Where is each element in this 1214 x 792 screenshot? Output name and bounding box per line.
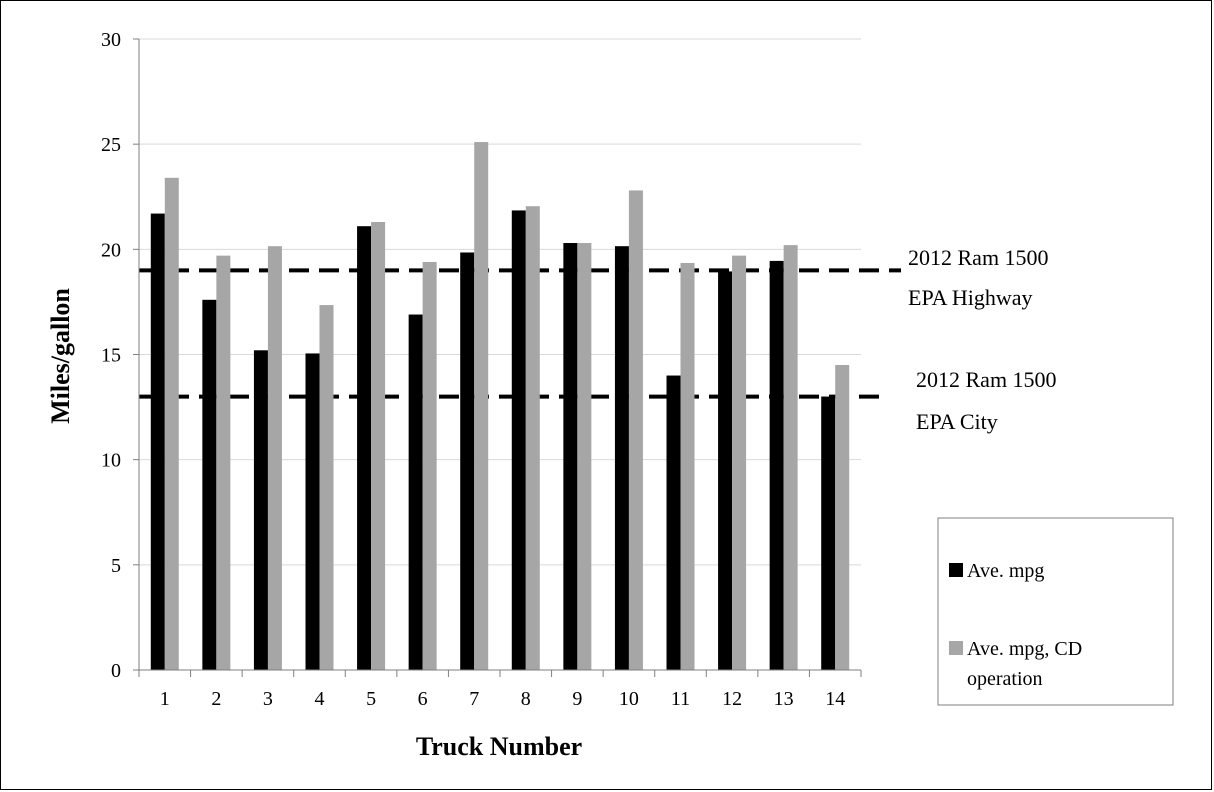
bar bbox=[202, 299, 217, 670]
bar bbox=[460, 252, 475, 670]
city-note-line2: EPA City bbox=[916, 409, 998, 434]
legend: Ave. mpg Ave. mpg, CD operation bbox=[937, 517, 1174, 706]
bar bbox=[511, 210, 526, 670]
city-note-line1: 2012 Ram 1500 bbox=[916, 367, 1057, 392]
x-tick-label: 11 bbox=[671, 688, 690, 710]
x-tick-label: 5 bbox=[366, 688, 376, 710]
x-tick-label: 2 bbox=[211, 688, 221, 710]
x-tick-label: 7 bbox=[469, 688, 479, 710]
bar bbox=[474, 142, 489, 670]
y-tick-label: 0 bbox=[111, 660, 121, 682]
bar bbox=[319, 305, 334, 670]
bar bbox=[718, 271, 733, 670]
y-tick-label: 30 bbox=[101, 29, 121, 51]
bar bbox=[305, 353, 320, 670]
highway-note-line1: 2012 Ram 1500 bbox=[908, 245, 1049, 270]
axes bbox=[133, 38, 862, 677]
legend-swatch-ave-mpg bbox=[949, 563, 963, 577]
y-tick-label: 15 bbox=[101, 345, 121, 367]
bar bbox=[357, 226, 372, 671]
bar bbox=[680, 263, 695, 670]
legend-swatch-ave-mpg-cd bbox=[949, 641, 963, 655]
x-tick-label: 12 bbox=[722, 688, 742, 710]
x-tick-label: 1 bbox=[160, 688, 170, 710]
x-tick-labels: 1 2 3 4 5 6 7 8 9 10 11 12 13 14 bbox=[160, 688, 845, 710]
bars bbox=[150, 142, 850, 671]
x-tick-label: 3 bbox=[263, 688, 273, 710]
legend-label-ave-mpg-cd-line2: operation bbox=[967, 668, 1043, 690]
bar bbox=[577, 243, 592, 671]
y-tick-label: 20 bbox=[101, 239, 121, 261]
y-tick-labels: 0 5 10 15 20 25 30 bbox=[101, 29, 121, 682]
y-tick-label: 25 bbox=[101, 134, 121, 156]
bar bbox=[614, 246, 629, 670]
x-tick-label: 6 bbox=[418, 688, 428, 710]
bar bbox=[150, 213, 165, 670]
bar bbox=[164, 177, 179, 670]
bar bbox=[371, 221, 386, 671]
bar bbox=[835, 365, 850, 670]
bar bbox=[408, 314, 423, 670]
bar bbox=[628, 190, 643, 670]
x-tick-label: 14 bbox=[825, 688, 845, 710]
x-tick-label: 4 bbox=[315, 688, 325, 710]
bar bbox=[216, 255, 231, 671]
legend-label-ave-mpg-cd-line1: Ave. mpg, CD bbox=[967, 638, 1082, 660]
bar bbox=[563, 243, 578, 671]
x-tick-label: 8 bbox=[521, 688, 531, 710]
bar bbox=[666, 375, 681, 670]
gridlines bbox=[139, 38, 861, 566]
legend-label-ave-mpg: Ave. mpg bbox=[967, 560, 1044, 582]
bar bbox=[821, 396, 836, 670]
bar bbox=[422, 261, 437, 670]
x-axis-title: Truck Number bbox=[416, 732, 582, 761]
y-tick-label: 10 bbox=[101, 450, 121, 472]
y-tick-label: 5 bbox=[111, 555, 121, 577]
x-tick-label: 13 bbox=[774, 688, 794, 710]
bar bbox=[732, 255, 747, 671]
bar bbox=[783, 245, 798, 671]
bar bbox=[267, 246, 282, 670]
highway-note-line2: EPA Highway bbox=[908, 285, 1032, 310]
bar bbox=[769, 260, 784, 670]
y-axis-title: Miles/gallon bbox=[46, 288, 75, 424]
x-tick-label: 9 bbox=[572, 688, 582, 710]
legend-box bbox=[937, 517, 1174, 706]
x-tick-label: 10 bbox=[619, 688, 639, 710]
bar bbox=[525, 206, 540, 670]
bar bbox=[253, 350, 268, 670]
